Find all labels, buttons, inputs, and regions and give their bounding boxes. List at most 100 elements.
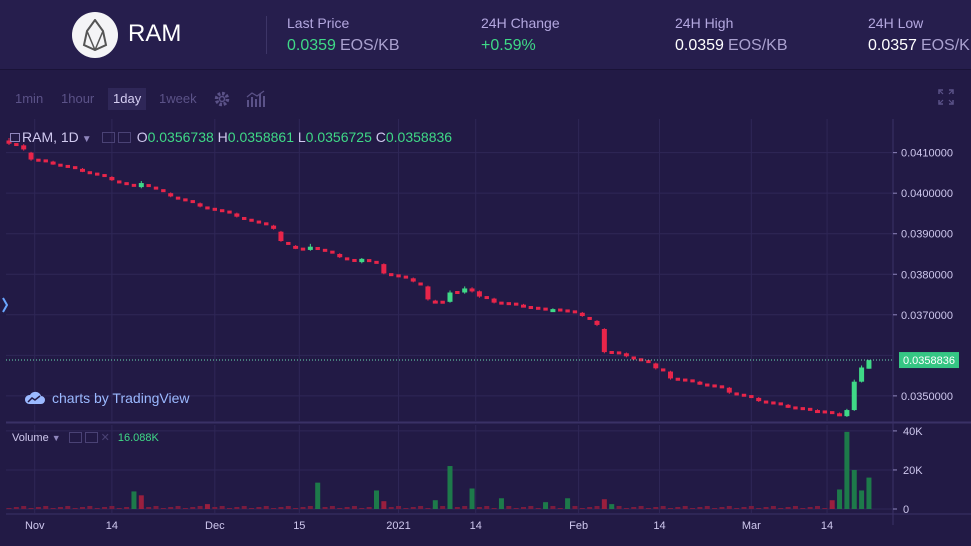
volume-bar [351, 506, 357, 509]
candle-body [749, 395, 754, 399]
tradingview-chart[interactable]: 1min 1hour 1day 1week 0.0358836 0.0410000… [2, 79, 971, 546]
candle-body [307, 246, 313, 250]
candles [6, 138, 872, 417]
settings-icon[interactable] [117, 132, 131, 143]
interval-1day[interactable]: 1day [108, 88, 147, 110]
volume-bar [94, 508, 100, 509]
volume-bar [131, 491, 137, 509]
volume-bar [675, 507, 681, 509]
volume-bar [175, 506, 181, 509]
candle-body [14, 143, 19, 147]
close-icon[interactable]: ✕ [100, 432, 110, 444]
tradingview-attribution[interactable]: charts by TradingView [24, 390, 189, 406]
interval-1min[interactable]: 1min [15, 91, 44, 106]
volume-bar [65, 506, 71, 509]
ohlc-open: 0.0356738 [147, 129, 214, 145]
volume-bar [653, 507, 659, 509]
candle-body [396, 274, 401, 278]
fullscreen-icon[interactable] [938, 89, 954, 105]
bar-chart-icon[interactable] [246, 90, 266, 108]
volume-axis-label: 0 [903, 504, 909, 516]
volume-bar [815, 506, 820, 509]
volume-bar [565, 498, 571, 509]
candle-body [638, 358, 644, 362]
eye-icon[interactable] [101, 132, 115, 143]
candle-body [815, 410, 820, 414]
volume-bar [396, 506, 402, 509]
chevron-down-icon[interactable]: ▼ [81, 134, 92, 145]
volume-bar [682, 506, 688, 509]
volume-axis-label: 20K [903, 465, 923, 477]
candle-body [455, 290, 460, 294]
volume-bar [859, 490, 865, 509]
stat-value: 0.0359 [287, 37, 336, 54]
volume-bar [219, 506, 225, 509]
candle-body [124, 182, 129, 186]
interval-1week[interactable]: 1week [159, 91, 197, 106]
candle-body [219, 209, 225, 213]
eye-icon[interactable] [68, 432, 82, 443]
attribution-text[interactable]: charts by TradingView [52, 390, 190, 406]
candle-body [866, 360, 872, 369]
volume-bar [72, 508, 78, 509]
stat-unit: EOS/KB [339, 37, 400, 54]
candle-body [521, 304, 526, 308]
volume-bar [337, 508, 343, 509]
volume-bar [748, 506, 754, 509]
volume-bar [557, 508, 563, 509]
time-axis-label: 14 [821, 520, 833, 532]
volume-bar [168, 507, 174, 509]
price-axis-label: 0.0410000 [901, 148, 953, 160]
candle-body [117, 180, 122, 184]
volume-bars [6, 431, 872, 509]
candle-body [293, 245, 299, 249]
candle-body [756, 397, 762, 402]
candle-body [646, 360, 651, 364]
candle-body [234, 213, 240, 217]
candle-body [183, 198, 188, 202]
candle-body [278, 231, 284, 242]
volume-bar [374, 490, 379, 509]
volume-bar [668, 508, 673, 509]
volume-bar [21, 506, 27, 509]
gear-icon[interactable] [213, 90, 231, 108]
volume-bar [381, 501, 387, 509]
time-axis-label: 14 [653, 520, 665, 532]
volume-label[interactable]: Volume [12, 432, 49, 444]
candle-body [432, 300, 438, 304]
volume-bar [403, 508, 409, 509]
candle-body [212, 207, 217, 211]
candle-body [807, 407, 813, 411]
candle-body [476, 291, 482, 297]
candle-body [499, 301, 504, 305]
candle-body [315, 247, 320, 251]
candle-body [837, 413, 843, 417]
volume-bar [778, 508, 784, 509]
settings-icon[interactable] [84, 432, 98, 443]
volume-bar [660, 506, 666, 509]
chevron-right-icon[interactable] [2, 297, 8, 313]
candle-body [859, 367, 865, 382]
volume-bar [432, 500, 438, 509]
chart-canvas[interactable]: 0.0358836 0.0410000 0.0400000 0.0390000 0.03… [2, 79, 971, 546]
time-axis-label: 2021 [386, 520, 410, 532]
candle-body [601, 328, 607, 353]
candle-body [374, 260, 379, 264]
volume-bar [234, 507, 240, 509]
volume-bar [241, 506, 247, 509]
candle-body [197, 203, 203, 207]
volume-bar [770, 506, 776, 509]
ohlc-low: 0.0356725 [305, 129, 372, 145]
volume-bar [638, 506, 644, 509]
candle-body [851, 381, 857, 411]
interval-1hour[interactable]: 1hour [61, 91, 95, 106]
volume-bar [344, 507, 350, 509]
symbol-label[interactable]: RAM, 1D [22, 129, 79, 145]
candle-body [484, 296, 489, 300]
stat-24h-high: 24H High 0.0359 EOS/KB [675, 15, 788, 56]
volume-bar [690, 508, 696, 509]
series-icon[interactable] [10, 133, 20, 142]
candle-body [242, 216, 247, 220]
chevron-down-icon[interactable]: ▼ [51, 433, 61, 443]
volume-bar [587, 507, 593, 509]
